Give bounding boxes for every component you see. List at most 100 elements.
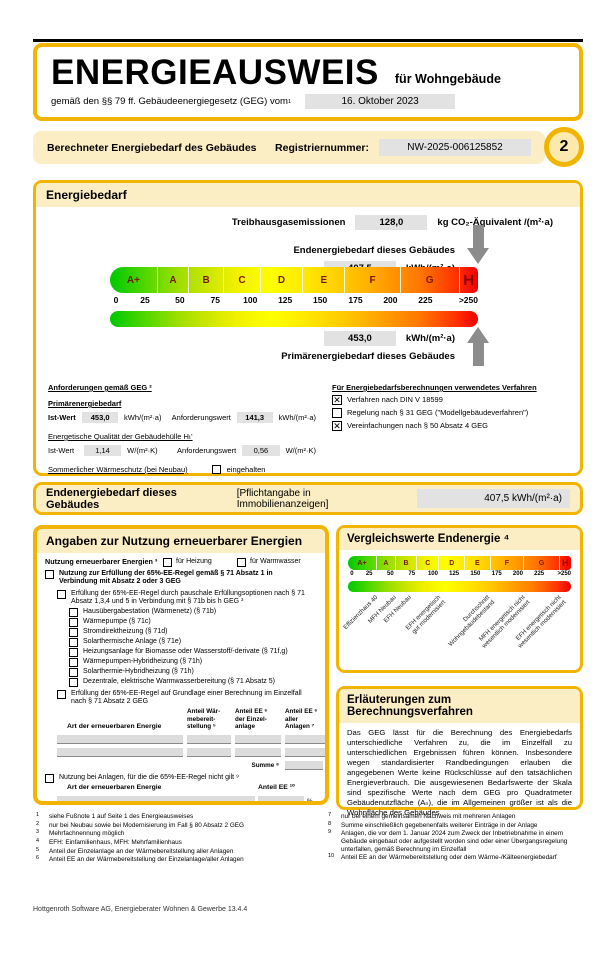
explanations-body: Das GEG lässt für die Berechnung des Ene… bbox=[347, 728, 572, 817]
nogelt-checkbox[interactable] bbox=[45, 773, 54, 783]
footnote-number: 8 bbox=[328, 820, 332, 827]
energiebedarf-section: Energiebedarf Treibhausgasemissionen 128… bbox=[33, 180, 583, 476]
option-checkbox[interactable] bbox=[69, 617, 78, 627]
tick-75: 75 bbox=[408, 571, 416, 577]
comparison-class-bar: A+ A B C D E F G H bbox=[348, 556, 571, 570]
table1-col3-header: Anteil EE ⁶ der Einzel- anlage bbox=[235, 708, 268, 731]
procedure-column: Für Energiebedarfsberechnungen verwendet… bbox=[332, 383, 537, 474]
footnote-number: 2 bbox=[36, 820, 40, 827]
primary-energy-req-title: Primärenergiebedarf bbox=[48, 399, 122, 408]
unit-label: W/(m²·K) bbox=[285, 446, 316, 455]
table1-input-field[interactable] bbox=[187, 734, 231, 744]
arrow-stem bbox=[472, 343, 484, 366]
req-label: Anforderungswert bbox=[177, 446, 237, 455]
comparison-scale-ticks: 0 25 50 75 100 125 150 175 200 225 >250 bbox=[348, 571, 571, 580]
tick-50: 50 bbox=[387, 571, 394, 577]
option-checkbox[interactable] bbox=[69, 607, 78, 617]
procedure-checkbox[interactable]: ✕ bbox=[332, 421, 342, 431]
class-segment-b: B bbox=[396, 556, 418, 570]
table1-col2-header: Anteil Wär- mebereit- stellung ⁵ bbox=[187, 708, 221, 731]
comparison-labels: Effizienzhaus 40 MFH Neubau EFH Neubau E… bbox=[343, 594, 571, 672]
table2-input-field[interactable] bbox=[258, 796, 304, 801]
einzelfall-row: Erfüllung der 65%-EE-Regel auf Grundlage… bbox=[57, 689, 317, 707]
footnote-text: Anteil EE an der Wärmebereitstellung ode… bbox=[341, 854, 557, 862]
tick-100: 100 bbox=[427, 571, 438, 577]
summer-heat-checkbox[interactable] bbox=[211, 465, 221, 474]
primary-energy-label: Primärenergiebedarf dieses Gebäudes bbox=[281, 351, 455, 362]
arrow-stem bbox=[472, 225, 484, 248]
ist-value-field: 453,0 bbox=[82, 412, 118, 423]
explanations-section-title: Erläuterungen zum Berechnungsverfahren bbox=[339, 689, 580, 723]
renewables-table-1: Art der erneuerbaren Energie Anteil Wär-… bbox=[57, 708, 325, 770]
primary-energy-value-row: 453,0 kWh/(m²·a) bbox=[323, 331, 455, 346]
option-label: Hausübergabestation (Wärmenetz) (§ 71b) bbox=[83, 607, 217, 615]
procedure-checkbox[interactable] bbox=[332, 408, 342, 418]
comparison-gradient-bar bbox=[348, 581, 571, 592]
footnote-number: 7 bbox=[328, 812, 332, 818]
ist-label: Ist-Wert bbox=[48, 446, 75, 455]
nogelt-row: Nutzung bei Anlagen, für die die 65%-EE-… bbox=[45, 773, 317, 783]
footnote-text: Summe einschließlich gegebenenfalls weit… bbox=[341, 821, 538, 829]
requirements-title: Anforderungen gemäß GEG ² bbox=[48, 383, 152, 392]
ghg-label: Treibhausgasemissionen bbox=[231, 217, 346, 228]
table1-input-field[interactable] bbox=[57, 734, 183, 744]
class-segment-d: D bbox=[261, 267, 304, 293]
tick-250plus: >250 bbox=[458, 295, 478, 305]
renewables-section-title: Angaben zur Nutzung erneuerbarer Energie… bbox=[37, 529, 325, 553]
footnote-number: 9 bbox=[328, 829, 332, 836]
tick-200: 200 bbox=[383, 295, 398, 305]
class-segment-c: C bbox=[417, 556, 440, 570]
option-checkbox[interactable] bbox=[69, 677, 78, 687]
primary-energy-pointer-arrow-icon bbox=[467, 327, 489, 366]
footnote-text: EFH: Einfamilienhaus, MFH: Mehrfamilienh… bbox=[49, 839, 182, 847]
table2-col2-header: Anteil EE ¹⁰ bbox=[258, 783, 295, 791]
pauschal-checkbox[interactable] bbox=[57, 589, 66, 599]
percent-sign: % bbox=[307, 797, 313, 805]
procedure-item: ✕ Verfahren nach DIN V 18599 bbox=[332, 395, 537, 405]
class-segment-e: E bbox=[303, 267, 346, 293]
tick-25: 25 bbox=[140, 295, 150, 305]
tick-100: 100 bbox=[243, 295, 258, 305]
table1-input-field[interactable] bbox=[235, 734, 281, 744]
heating-checkbox[interactable] bbox=[163, 558, 172, 567]
document-header: ENERGIEAUSWEIS für Wohngebäude gemäß den… bbox=[33, 43, 583, 121]
rule65-checkbox[interactable] bbox=[45, 570, 54, 579]
option-checkbox[interactable] bbox=[69, 657, 78, 667]
arrow-head bbox=[467, 327, 489, 343]
option-checkbox[interactable] bbox=[69, 627, 78, 637]
renewables-section: Angaben zur Nutzung erneuerbarer Energie… bbox=[33, 525, 329, 805]
class-segment-h: H bbox=[463, 271, 475, 289]
endenergy-banner: Endenergiebedarf dieses Gebäudes [Pflich… bbox=[33, 482, 583, 515]
class-segment-e: E bbox=[465, 556, 491, 570]
table1-input-field[interactable] bbox=[235, 747, 281, 757]
tick-125: 125 bbox=[449, 571, 460, 577]
option-checkbox[interactable] bbox=[69, 667, 78, 677]
table1-input-field[interactable] bbox=[285, 734, 325, 744]
ghg-value-field: 128,0 bbox=[355, 215, 428, 230]
law-reference: gemäß den §§ 79 ff. Gebäudeenergiegesetz… bbox=[51, 96, 288, 108]
table1-input-field[interactable] bbox=[285, 747, 325, 757]
class-segment-h: H bbox=[562, 558, 569, 568]
footnote-text: Anteil der Einzelanlage an der Wärmebere… bbox=[49, 847, 234, 855]
hotwater-label: für Warmwasser bbox=[250, 558, 301, 566]
banner-note: [Pflichtangabe in Immobilienanzeigen] bbox=[236, 487, 329, 510]
pauschal-label: Erfüllung der 65%-EE-Regel durch pauscha… bbox=[71, 589, 305, 606]
option-label: Heizungsanlage für Biomasse oder Wassers… bbox=[83, 647, 288, 655]
option-row: Hausübergabestation (Wärmenetz) (§ 71b) bbox=[69, 607, 317, 617]
table1-input-field[interactable] bbox=[187, 747, 231, 757]
software-credit: Hottgenroth Software AG, Energieberater … bbox=[33, 906, 248, 913]
table2-input-field[interactable] bbox=[57, 796, 255, 801]
footnote-text: nur bei Neubau sowie bei Modernisierung … bbox=[49, 821, 245, 829]
class-segment-aplus: A+ bbox=[110, 267, 158, 293]
einzelfall-checkbox[interactable] bbox=[57, 689, 66, 699]
tick-150: 150 bbox=[313, 295, 328, 305]
table1-input-field[interactable] bbox=[57, 747, 183, 757]
table1-sum-field[interactable] bbox=[285, 760, 324, 770]
option-label: Wärmepumpen-Hybridheizung (§ 71h) bbox=[83, 657, 203, 665]
gradient-bar bbox=[110, 311, 478, 327]
procedure-checkbox[interactable]: ✕ bbox=[332, 395, 342, 405]
hotwater-checkbox[interactable] bbox=[237, 558, 246, 567]
option-checkbox[interactable] bbox=[69, 637, 78, 647]
option-checkbox[interactable] bbox=[69, 647, 78, 657]
envelope-quality-title: Energetische Qualität der Gebäudehülle H… bbox=[48, 432, 193, 441]
